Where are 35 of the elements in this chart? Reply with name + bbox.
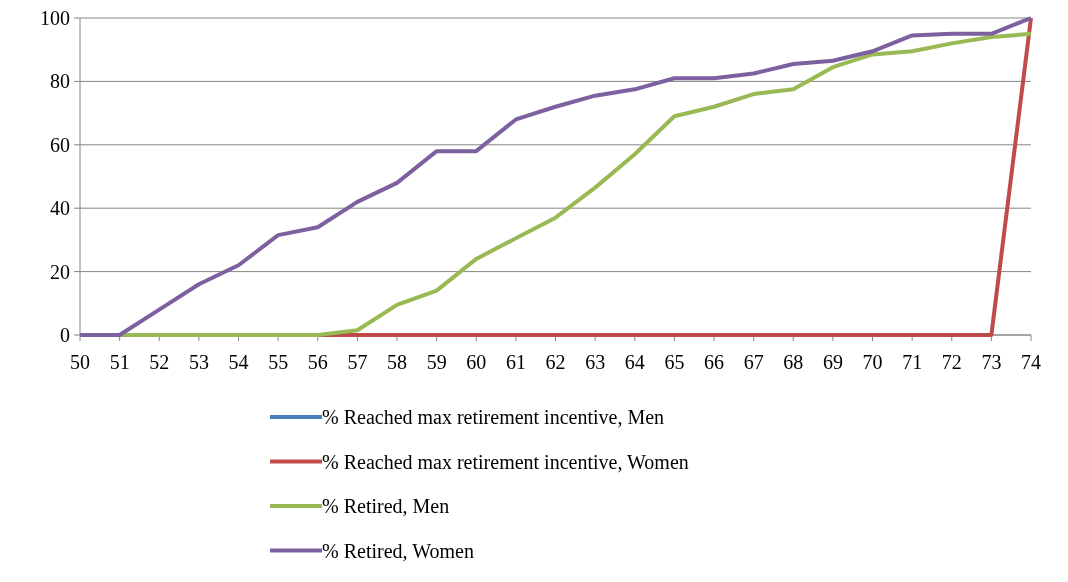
y-tick-label: 20: [50, 260, 70, 283]
x-tick-label: 68: [783, 351, 804, 373]
x-tick-label: 52: [149, 351, 170, 373]
y-tick-label: 80: [50, 70, 70, 93]
legend-label: % Reached max retirement incentive, Women: [322, 450, 689, 473]
x-tick-label: 66: [704, 351, 724, 373]
x-tick-label: 59: [426, 351, 447, 373]
x-tick-label: 54: [228, 351, 249, 373]
x-tick-label: 72: [941, 351, 962, 373]
x-tick-label: 63: [585, 351, 606, 373]
x-tick-label: 73: [981, 351, 1002, 373]
x-tick-label: 71: [902, 351, 923, 373]
x-tick-label: 55: [268, 351, 289, 373]
x-tick-label: 67: [743, 351, 764, 373]
x-tick-label: 60: [466, 351, 487, 373]
y-tick-label: 0: [60, 324, 70, 346]
y-tick-label: 60: [50, 133, 70, 156]
x-tick-label: 56: [307, 351, 328, 373]
x-tick-label: 57: [347, 351, 368, 373]
y-tick-label: 40: [50, 197, 70, 220]
legend-label: % Reached max retirement incentive, Men: [322, 406, 665, 428]
x-tick-label: 65: [664, 351, 685, 373]
legend-label: % Retired, Women: [322, 539, 474, 562]
x-tick-label: 62: [545, 351, 566, 373]
x-tick-label: 58: [387, 351, 407, 373]
x-tick-label: 50: [70, 351, 90, 373]
x-tick-label: 51: [109, 351, 130, 373]
x-tick-label: 70: [862, 351, 883, 373]
legend-label: % Retired, Men: [322, 495, 450, 517]
x-tick-label: 61: [505, 351, 526, 373]
x-tick-label: 53: [188, 351, 209, 373]
x-tick-label: 69: [822, 351, 843, 373]
x-tick-label: 64: [624, 351, 645, 373]
y-tick-label: 100: [40, 7, 70, 29]
x-tick-label: 74: [1021, 351, 1041, 373]
